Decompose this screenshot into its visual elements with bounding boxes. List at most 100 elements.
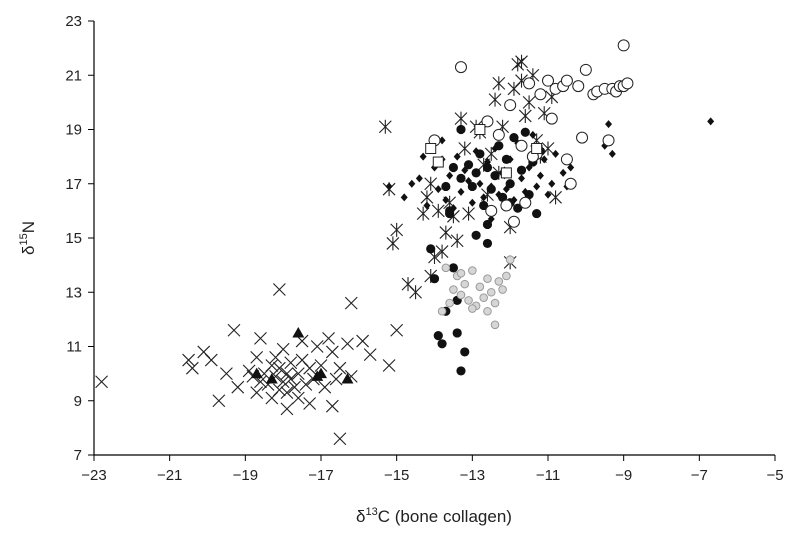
data-point-grey-circle bbox=[441, 263, 451, 273]
data-point-asterisk bbox=[378, 119, 392, 134]
data-point-filled-circle bbox=[482, 219, 493, 230]
data-point-x bbox=[333, 361, 347, 375]
data-point-filled-diamond bbox=[533, 182, 541, 191]
data-point-filled-circle bbox=[494, 141, 504, 151]
y-tick-label: 23 bbox=[65, 13, 82, 30]
data-point-filled-circle bbox=[498, 192, 508, 202]
data-point-grey-circle bbox=[502, 271, 511, 281]
data-point-filled-triangle bbox=[341, 373, 354, 384]
data-point-open-circle bbox=[504, 99, 517, 112]
data-point-filled-diamond bbox=[536, 171, 544, 180]
x-tick-label: −23 bbox=[81, 467, 106, 484]
data-points bbox=[95, 39, 715, 446]
data-point-filled-diamond bbox=[544, 190, 552, 199]
data-point-x bbox=[276, 342, 290, 356]
data-point-x bbox=[325, 399, 339, 413]
data-point-asterisk bbox=[439, 225, 453, 240]
data-point-x bbox=[314, 359, 328, 372]
data-point-filled-circle bbox=[456, 366, 466, 376]
data-point-filled-diamond bbox=[559, 168, 567, 177]
data-point-grey-circle bbox=[464, 296, 473, 305]
data-point-filled-diamond bbox=[415, 174, 423, 183]
data-point-filled-circle bbox=[448, 263, 459, 273]
data-point-filled-circle bbox=[513, 203, 523, 213]
y-axis-title: δ15N bbox=[18, 221, 38, 255]
data-point-asterisk bbox=[549, 190, 562, 205]
data-point-filled-triangle bbox=[315, 367, 327, 379]
x-tick-label: −13 bbox=[460, 467, 485, 484]
data-point-filled-diamond bbox=[419, 152, 427, 161]
data-point-filled-circle bbox=[426, 244, 436, 254]
data-point-grey-circle bbox=[505, 255, 515, 265]
axes bbox=[93, 21, 775, 456]
data-point-filled-circle bbox=[482, 238, 493, 249]
data-point-grey-circle bbox=[449, 285, 458, 294]
data-point-x bbox=[265, 359, 279, 372]
data-point-filled-diamond bbox=[707, 117, 715, 126]
series-grey-circle bbox=[437, 255, 515, 330]
data-point-open-circle bbox=[576, 131, 589, 144]
data-point-x bbox=[288, 380, 301, 394]
data-point-x bbox=[204, 353, 218, 367]
data-point-filled-diamond bbox=[385, 182, 393, 191]
data-point-open-circle bbox=[579, 63, 592, 76]
data-point-grey-circle bbox=[445, 298, 454, 308]
data-point-open-square bbox=[500, 167, 512, 179]
y-tick-label: 9 bbox=[74, 393, 82, 410]
data-point-open-circle bbox=[534, 88, 547, 101]
data-point-open-circle bbox=[572, 80, 585, 93]
data-point-filled-diamond bbox=[446, 171, 454, 180]
data-point-filled-circle bbox=[501, 154, 511, 164]
data-point-filled-diamond bbox=[468, 198, 476, 207]
x-axis-title: δ13C (bone collagen) bbox=[356, 506, 512, 526]
data-point-filled-diamond bbox=[480, 193, 488, 202]
y-axis-symbol: δ bbox=[19, 246, 38, 255]
data-point-filled-circle bbox=[456, 124, 466, 135]
data-point-grey-circle bbox=[483, 274, 492, 283]
data-point-asterisk bbox=[390, 222, 404, 237]
data-point-grey-circle bbox=[479, 293, 488, 302]
data-point-x bbox=[272, 283, 286, 296]
data-point-x bbox=[356, 334, 370, 348]
data-point-x bbox=[291, 391, 305, 405]
data-point-grey-circle bbox=[498, 285, 507, 294]
y-tick-label: 7 bbox=[74, 447, 82, 464]
data-point-x bbox=[299, 378, 313, 391]
data-point-filled-diamond bbox=[438, 136, 446, 145]
x-tick-label: −5 bbox=[766, 467, 783, 484]
x-axis-symbol: δ bbox=[356, 507, 365, 526]
data-point-x bbox=[185, 361, 199, 375]
data-point-open-circle bbox=[519, 196, 532, 209]
data-point-asterisk bbox=[454, 111, 468, 126]
data-point-filled-circle bbox=[516, 165, 527, 175]
data-point-asterisk bbox=[409, 285, 422, 300]
data-point-filled-diamond bbox=[552, 149, 560, 158]
data-point-open-square bbox=[474, 124, 486, 135]
data-point-open-circle bbox=[507, 215, 520, 228]
data-point-filled-diamond bbox=[408, 179, 416, 188]
data-point-filled-diamond bbox=[442, 196, 450, 205]
data-point-x bbox=[382, 359, 396, 372]
data-point-filled-diamond bbox=[605, 120, 613, 129]
data-point-open-circle bbox=[515, 139, 528, 152]
data-point-filled-circle bbox=[460, 347, 470, 357]
x-tick-label: −9 bbox=[615, 467, 632, 484]
data-point-x bbox=[220, 367, 233, 381]
data-point-open-circle bbox=[621, 77, 634, 90]
data-point-filled-circle bbox=[509, 133, 519, 143]
data-point-grey-circle bbox=[486, 287, 496, 297]
y-tick-label: 17 bbox=[65, 176, 82, 193]
data-point-x bbox=[341, 337, 354, 351]
data-point-asterisk bbox=[518, 108, 532, 123]
data-point-asterisk bbox=[515, 54, 528, 69]
data-point-asterisk bbox=[462, 206, 475, 221]
data-point-grey-circle bbox=[490, 320, 500, 330]
x-tick-label: −17 bbox=[308, 467, 333, 484]
data-point-filled-diamond bbox=[434, 185, 442, 194]
data-point-asterisk bbox=[458, 141, 472, 156]
series-x bbox=[95, 283, 404, 446]
data-point-filled-circle bbox=[520, 127, 530, 137]
data-point-x bbox=[272, 383, 286, 397]
data-point-asterisk bbox=[522, 95, 536, 110]
